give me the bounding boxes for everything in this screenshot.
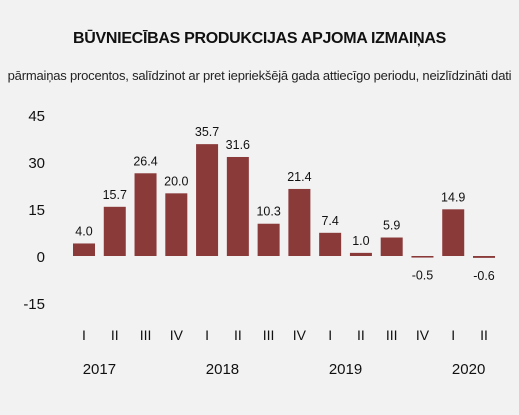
x-tick-label: I [451, 327, 455, 343]
x-tick-label: II [234, 327, 242, 343]
x-tick-label: IV [170, 327, 184, 343]
chart-title: BŪVNIECĪBAS PRODUKCIJAS APJOMA IZMAIŅAS [73, 30, 446, 47]
year-label: 2020 [452, 361, 485, 378]
year-label: 2019 [329, 361, 362, 378]
y-tick-label: -15 [23, 296, 45, 313]
data-label: -0.6 [473, 269, 495, 283]
bar [257, 223, 280, 256]
data-label: 15.7 [103, 188, 127, 202]
y-tick-label: 45 [28, 108, 45, 125]
data-label: 31.6 [226, 138, 250, 152]
x-tick-label: III [386, 327, 398, 343]
y-axis: -15 0 15 30 45 [23, 108, 45, 313]
bar [134, 173, 157, 256]
bar [103, 206, 126, 256]
bar-series [73, 144, 495, 258]
data-labels: 4.0 15.7 26.4 20.0 35.7 31.6 10.3 21.4 7.4 1.0 5.9… [75, 125, 495, 283]
data-label: 35.7 [195, 125, 219, 139]
bar [226, 156, 249, 256]
bar [196, 144, 219, 256]
bar [349, 252, 372, 256]
data-label: -0.5 [412, 269, 434, 283]
data-label: 1.0 [352, 234, 369, 248]
x-tick-label: III [263, 327, 275, 343]
x-tick-label: II [480, 327, 488, 343]
year-label: 2018 [206, 361, 239, 378]
x-tick-label: IV [416, 327, 430, 343]
bar [319, 232, 342, 256]
x-tick-label: II [111, 327, 119, 343]
data-label: 4.0 [75, 224, 92, 238]
bar [380, 237, 403, 256]
bar [73, 243, 95, 256]
x-tick-label: I [205, 327, 209, 343]
data-label: 26.4 [133, 154, 157, 168]
data-label: 10.3 [256, 205, 280, 219]
data-label: 21.4 [287, 170, 311, 184]
bar [473, 256, 495, 258]
bar [411, 256, 434, 258]
data-label: 5.9 [383, 219, 400, 233]
x-tick-label: II [357, 327, 365, 343]
x-tick-label: III [140, 327, 152, 343]
data-label: 20.0 [164, 174, 188, 188]
bar [442, 209, 465, 256]
data-label: 14.9 [441, 190, 465, 204]
y-tick-label: 0 [37, 249, 45, 266]
chart-subtitle: pārmaiņas procentos, salīdzinot ar pret … [7, 68, 512, 83]
bar [288, 188, 311, 256]
bar [165, 193, 188, 256]
data-label: 7.4 [321, 214, 338, 228]
year-label: 2017 [83, 361, 116, 378]
y-tick-label: 30 [28, 155, 45, 172]
y-tick-label: 15 [28, 202, 45, 219]
x-tick-label: I [328, 327, 332, 343]
x-tick-label: I [82, 327, 86, 343]
x-tick-label: IV [293, 327, 307, 343]
